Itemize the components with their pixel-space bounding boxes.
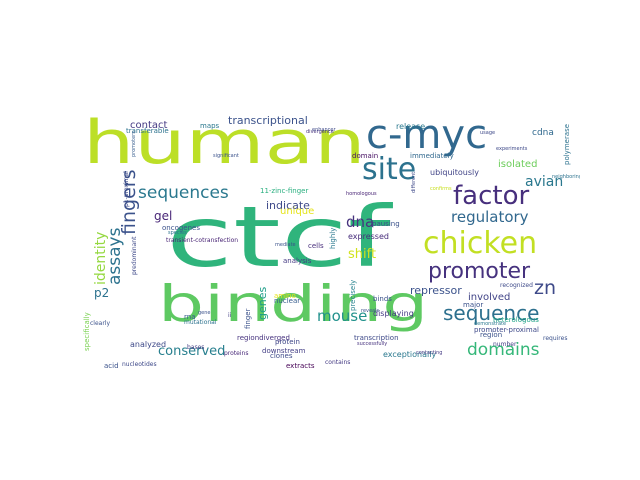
word-promoters: promoters <box>131 131 137 157</box>
word-enhancer: enhancer <box>312 127 336 133</box>
word-displaying: displaying <box>373 309 414 318</box>
word-sequences: sequences <box>138 183 229 203</box>
word-clearly: clearly <box>90 320 111 327</box>
word-genes: genes <box>256 286 269 320</box>
word-indicate: indicate <box>266 199 310 212</box>
word-major: major <box>463 301 484 309</box>
word-domain: domain <box>352 152 379 160</box>
word-finger: finger <box>244 308 252 329</box>
word-pausing: pausing <box>372 220 400 228</box>
word-gene: gene <box>198 310 211 316</box>
word-gel: gel <box>154 209 173 223</box>
word-binding: binding <box>158 275 429 333</box>
word-human: human <box>83 115 366 178</box>
word-successfully: successfully <box>357 341 388 347</box>
word-dna: dna <box>346 213 375 231</box>
word-mediate: mediate <box>275 242 296 248</box>
word-contacting: contacting <box>416 350 443 356</box>
word-cdna: cdna <box>532 128 554 138</box>
word-heterologous: heterologous <box>493 316 539 324</box>
word-significant: significant <box>213 153 239 159</box>
word-ii: ii <box>228 312 232 319</box>
word-shift: shift <box>348 247 377 262</box>
word-recognized: recognized <box>500 282 533 289</box>
word-bases: bases <box>187 344 205 351</box>
word-clones: clones <box>270 352 293 360</box>
word-experiments: experiments <box>496 146 528 152</box>
word-repressor: repressor <box>410 284 462 297</box>
word-acid: acid <box>104 362 119 370</box>
word-transcriptional: transcriptional <box>228 115 308 127</box>
word-protein: protein <box>275 338 300 346</box>
word-chicken: chicken <box>423 226 538 261</box>
word-immediately: immediately <box>410 152 454 160</box>
word-transient-cotransfection: transient-cotransfection <box>166 237 239 244</box>
word-analysis: analysis <box>283 257 312 265</box>
word-regulatory: regulatory <box>451 208 529 226</box>
word-analyzed: analyzed <box>130 340 167 349</box>
word-contact: contact <box>130 120 168 131</box>
word-highly: highly <box>329 227 337 249</box>
word-species: species <box>168 230 187 236</box>
word-domains: domains <box>467 340 540 360</box>
word-mutational: mutational <box>184 319 217 326</box>
word-maps: maps <box>200 122 220 130</box>
word-unique: unique <box>280 206 315 217</box>
word-contains: contains <box>325 359 351 366</box>
word-homologous: homologous <box>346 191 377 197</box>
word-neighboring: neighboring <box>552 174 580 180</box>
word-transcription: transcription <box>354 334 399 342</box>
word-usage: usage <box>480 130 496 136</box>
word-specifically: specifically <box>83 312 91 351</box>
word-p2: p2 <box>94 286 110 300</box>
word-divergence: divergence <box>306 129 334 135</box>
word-involved: involved <box>468 292 511 303</box>
word-avian: avian <box>525 174 564 190</box>
word-zn: zn <box>534 277 557 299</box>
word-isolated: isolated <box>498 159 538 170</box>
word-cloud: human ctcf binding c-myc chicken site fa… <box>80 115 580 370</box>
word-identity: identity <box>93 231 109 285</box>
word-precisely: precisely <box>349 279 357 311</box>
word-predominant: predominant <box>131 236 138 275</box>
word-number: number <box>493 341 517 348</box>
word-proteins: proteins <box>224 350 249 357</box>
word-requires: requires <box>543 335 568 342</box>
word-expressed: expressed <box>348 232 389 241</box>
word-ubiquitously: ubiquitously <box>430 168 479 177</box>
word-mouse: mouse <box>317 307 368 325</box>
word-polymerase: polymerase <box>563 123 571 165</box>
word-region: region <box>480 331 503 339</box>
word-promoter-proximal: promoter-proximal <box>474 326 539 334</box>
word-extracts: extracts <box>286 362 315 370</box>
word-transferable: transferable <box>126 127 169 135</box>
word-sequence: sequence <box>443 301 540 325</box>
word-conserved: conserved <box>158 344 226 359</box>
word-nuclear: nuclear <box>274 297 301 305</box>
word-amino: amino <box>274 292 296 300</box>
word-different: different <box>411 171 417 193</box>
word-rna: rna <box>184 313 196 321</box>
word-exceptionally: exceptionally <box>383 350 437 359</box>
word-assays: assays <box>105 227 125 285</box>
word-site: site <box>362 152 417 187</box>
word-factor: factor <box>453 181 530 211</box>
word-ctcf: ctcf <box>166 188 391 286</box>
word-cells: cells <box>308 242 324 250</box>
word-p1-proximal: p1-proximal <box>123 171 130 207</box>
word-confirms: confirms <box>430 186 452 192</box>
word-c-myc: c-myc <box>366 115 488 158</box>
word-11-zinc-finger: 11-zinc-finger <box>260 187 309 195</box>
word-release: release <box>396 122 426 131</box>
word-regiondiverged: regiondiverged <box>237 334 290 342</box>
word-demonstrate: demonstrate <box>474 321 507 327</box>
word-promoter: promoter <box>428 259 531 284</box>
word-nucleotides: nucleotides <box>122 361 157 368</box>
word-oncogenes: oncogenes <box>162 224 200 232</box>
word-downstream: downstream <box>262 347 306 355</box>
word-reveals: reveals <box>361 308 380 314</box>
word-binds: binds <box>373 295 392 303</box>
